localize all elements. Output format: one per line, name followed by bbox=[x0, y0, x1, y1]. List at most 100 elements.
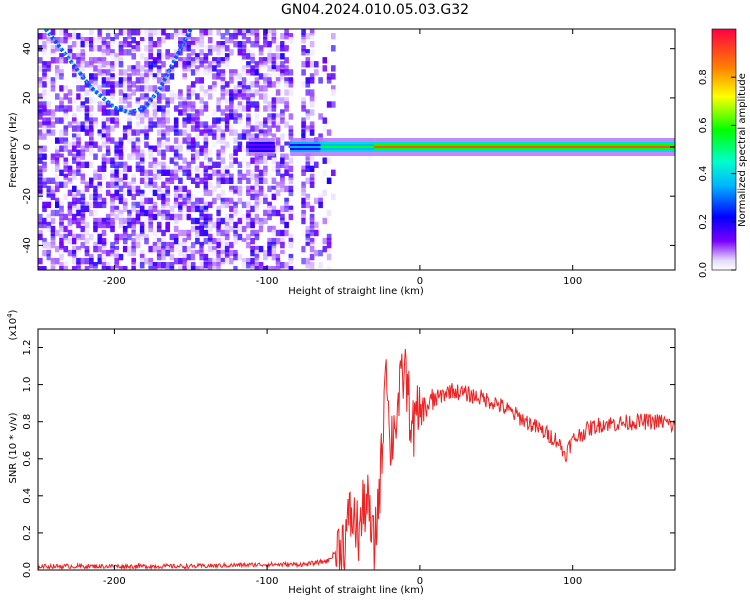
heatmap-cell bbox=[280, 173, 285, 180]
heatmap-cell bbox=[144, 33, 149, 40]
heatmap-cell bbox=[165, 33, 170, 40]
heatmap-cell bbox=[114, 109, 119, 116]
heatmap-cell bbox=[254, 125, 260, 132]
heatmap-cell bbox=[263, 121, 268, 128]
heatmap-cell bbox=[105, 181, 111, 188]
heatmap-cell bbox=[254, 121, 260, 128]
heatmap-cell bbox=[207, 221, 213, 229]
heatmap-cell bbox=[101, 173, 107, 180]
heatmap-cell bbox=[165, 53, 170, 60]
heatmap-cell bbox=[216, 29, 221, 36]
heatmap-cell bbox=[288, 133, 294, 140]
heatmap-cell bbox=[331, 45, 336, 52]
heatmap-cell bbox=[309, 225, 315, 233]
heatmap-cell bbox=[284, 221, 289, 229]
heatmap-cell bbox=[284, 105, 289, 112]
heatmap-cell bbox=[84, 121, 90, 128]
heatmap-cell bbox=[135, 77, 141, 84]
heatmap-cell bbox=[148, 221, 153, 229]
heatmap-cell bbox=[50, 77, 56, 84]
heatmap-cell bbox=[38, 169, 43, 176]
heatmap-cell bbox=[63, 109, 69, 116]
heatmap-cell bbox=[267, 129, 272, 136]
heatmap-cell bbox=[237, 73, 243, 80]
heatmap-cell bbox=[216, 137, 221, 144]
y-tick-label: -20 bbox=[22, 188, 33, 204]
heatmap-cell bbox=[203, 201, 209, 209]
heatmap-cell bbox=[80, 121, 86, 128]
heatmap-cell bbox=[148, 149, 153, 156]
heatmap-cell bbox=[42, 121, 47, 128]
heatmap-cell bbox=[110, 197, 115, 205]
heatmap-cell bbox=[152, 57, 158, 64]
spectrogram-y-label: Frequency (Hz) bbox=[8, 112, 19, 188]
heatmap-cell bbox=[224, 193, 230, 201]
heatmap-cell bbox=[97, 145, 103, 152]
heatmap-cell bbox=[301, 45, 306, 52]
heatmap-cell bbox=[97, 193, 103, 201]
heatmap-cell bbox=[224, 197, 230, 205]
heatmap-cell bbox=[101, 53, 107, 60]
heatmap-cell bbox=[84, 257, 90, 265]
heatmap-cell bbox=[246, 169, 251, 176]
heatmap-cell bbox=[80, 145, 86, 152]
heatmap-cell bbox=[80, 41, 86, 48]
heatmap-cell bbox=[50, 45, 56, 52]
heatmap-cell bbox=[152, 189, 158, 197]
heatmap-cell bbox=[89, 85, 94, 92]
heatmap-cell bbox=[224, 201, 230, 209]
heatmap-cell bbox=[139, 262, 145, 269]
heatmap-cell bbox=[280, 153, 285, 160]
heatmap-cell bbox=[89, 45, 94, 52]
heatmap-cell bbox=[246, 149, 251, 156]
heatmap-cell bbox=[271, 133, 277, 140]
heatmap-cell bbox=[250, 49, 255, 56]
heatmap-cell bbox=[284, 141, 289, 148]
heatmap-cell bbox=[305, 157, 311, 164]
heatmap-cell bbox=[118, 177, 124, 184]
heatmap-cell bbox=[207, 201, 213, 209]
heatmap-cell bbox=[220, 73, 226, 80]
heatmap-cell bbox=[267, 245, 272, 253]
heatmap-cell bbox=[173, 245, 179, 253]
heatmap-cell bbox=[38, 113, 43, 120]
heatmap-cell bbox=[229, 121, 234, 128]
heatmap-cell bbox=[178, 29, 183, 36]
heatmap-cell bbox=[131, 193, 136, 201]
heatmap-cell bbox=[118, 213, 124, 221]
heatmap-cell bbox=[63, 262, 69, 269]
y-tick-label: 0 bbox=[22, 144, 33, 150]
heatmap-cell bbox=[156, 37, 162, 44]
heatmap-cell bbox=[169, 33, 175, 40]
heatmap-cell bbox=[229, 213, 234, 221]
heatmap-cell bbox=[267, 101, 272, 108]
heatmap-cell bbox=[190, 101, 196, 108]
heatmap-cell bbox=[195, 233, 200, 241]
heatmap-cell bbox=[76, 257, 81, 265]
heatmap-cell bbox=[93, 185, 98, 193]
heatmap-cell bbox=[110, 209, 115, 217]
heatmap-cell bbox=[246, 53, 251, 60]
heatmap-cell bbox=[76, 233, 81, 241]
heatmap-cell bbox=[220, 137, 226, 144]
heatmap-cell bbox=[38, 266, 43, 270]
heatmap-cell bbox=[148, 181, 153, 188]
heatmap-cell bbox=[152, 113, 158, 120]
heatmap-cell bbox=[42, 153, 47, 160]
heatmap-cell bbox=[89, 105, 94, 112]
heatmap-cell bbox=[178, 37, 183, 44]
heatmap-cell bbox=[139, 129, 145, 136]
heatmap-cell bbox=[156, 245, 162, 253]
heatmap-cell bbox=[224, 89, 230, 96]
heatmap-cell bbox=[224, 173, 230, 180]
heatmap-cell bbox=[275, 113, 281, 120]
heatmap-cell bbox=[203, 121, 209, 128]
heatmap-cell bbox=[161, 169, 166, 176]
heatmap-cell bbox=[97, 101, 103, 108]
heatmap-cell bbox=[207, 189, 213, 197]
heatmap-cell bbox=[322, 169, 328, 176]
heatmap-cell bbox=[224, 37, 230, 44]
heatmap-cell bbox=[50, 65, 56, 72]
heatmap-cell bbox=[161, 53, 166, 60]
heatmap-cell bbox=[203, 137, 209, 144]
